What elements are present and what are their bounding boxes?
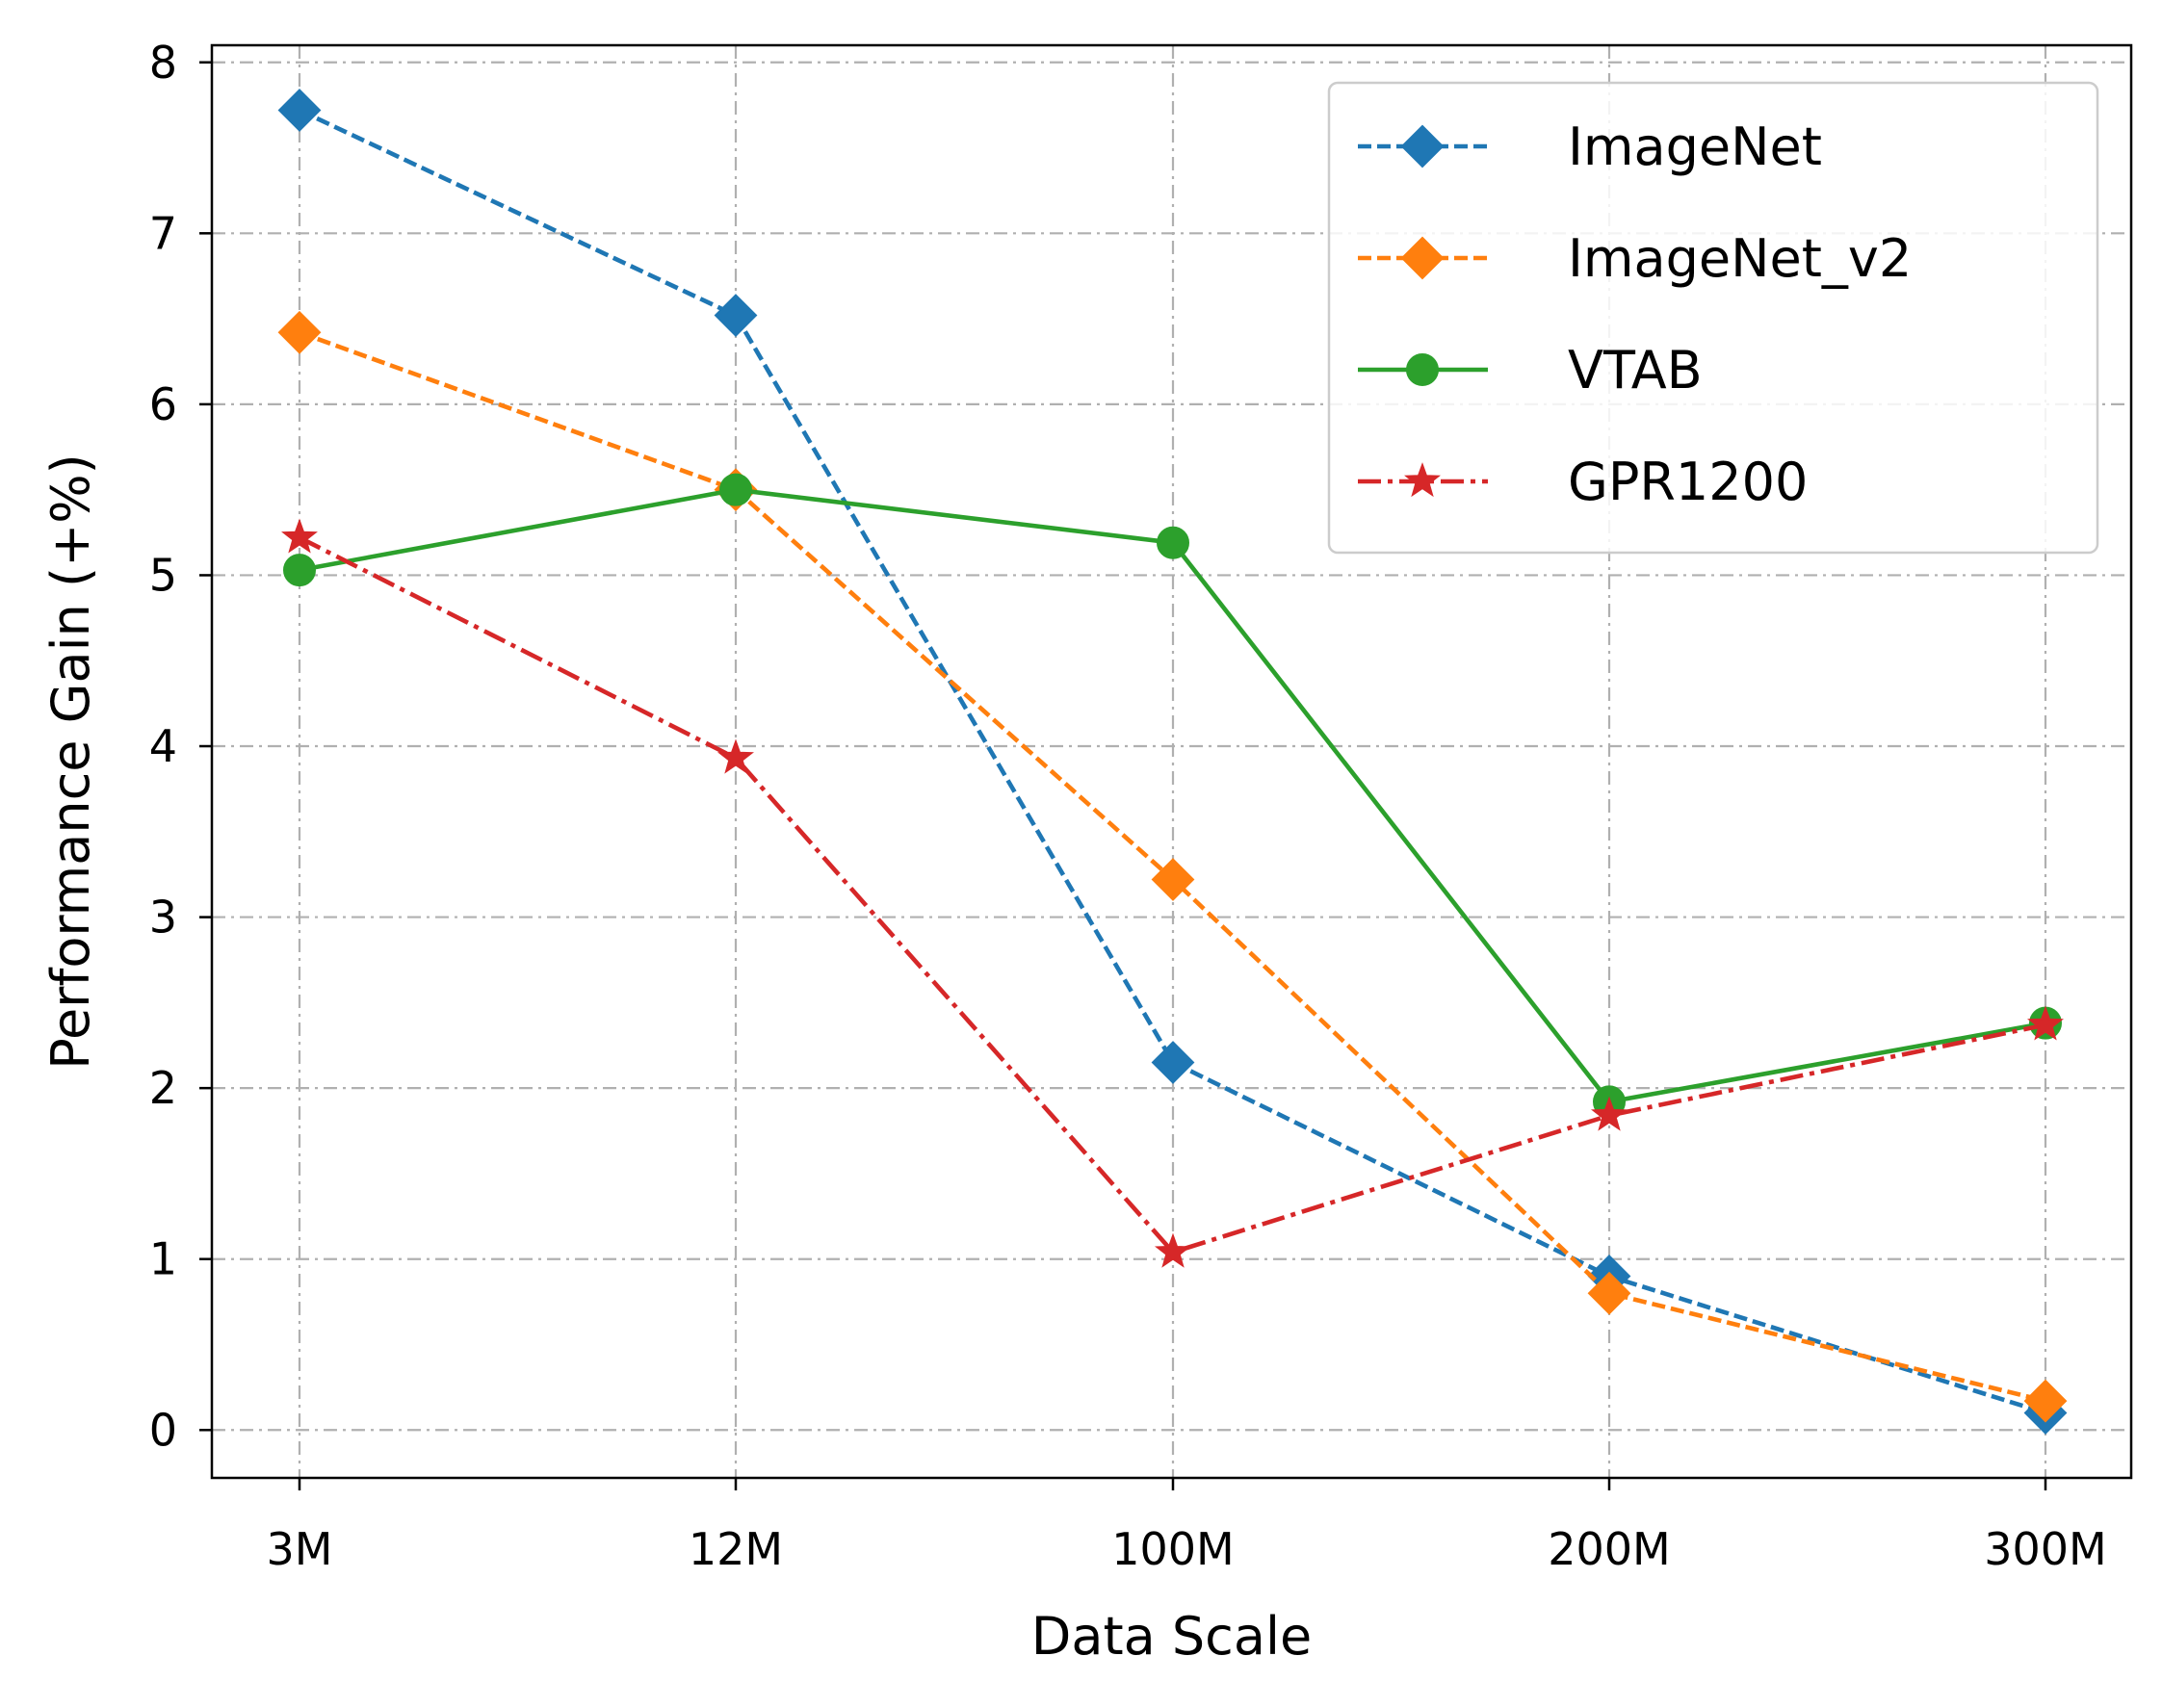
data-point-gpr1200 [1591, 1096, 1628, 1131]
legend-label-imagenet-v2: ImageNet_v2 [1568, 228, 1912, 289]
x-tick-label: 12M [689, 1523, 783, 1575]
axes: 3M 12M 100M 200M 300M 0 1 2 3 4 5 6 7 8 [149, 37, 2107, 1575]
y-tick-label: 2 [149, 1062, 177, 1114]
x-tick-label: 100M [1111, 1523, 1235, 1575]
x-tick-label: 300M [1984, 1523, 2107, 1575]
series-layer [277, 89, 2068, 1435]
y-tick-label: 8 [149, 37, 177, 89]
data-point-gpr1200 [1155, 1232, 1191, 1268]
y-tick-label: 0 [149, 1404, 177, 1456]
legend-marker-vtab [1406, 353, 1439, 386]
data-point-imagenet [1151, 1041, 1195, 1084]
data-point-imagenet-v2 [277, 310, 322, 354]
series-imagenet-v2 [277, 310, 2068, 1423]
legend: ImageNet ImageNet_v2 VTAB GPR1200 [1327, 81, 2099, 555]
plot-frame [210, 43, 2133, 1480]
y-tick-label: 4 [149, 720, 177, 772]
x-tick-label: 3M [267, 1523, 333, 1575]
y-tick-label: 5 [149, 549, 177, 601]
data-point-imagenet [714, 294, 758, 337]
data-point-imagenet-v2 [2023, 1379, 2068, 1423]
data-point-imagenet-v2 [1151, 858, 1195, 901]
series-gpr1200 [281, 518, 2064, 1268]
data-point-vtab [1157, 526, 1189, 559]
data-point-gpr1200 [281, 518, 318, 554]
legend-label-gpr1200: GPR1200 [1568, 452, 1808, 512]
legend-label-imagenet: ImageNet [1568, 116, 1822, 177]
y-tick-label: 6 [149, 378, 177, 430]
legend-box [1327, 81, 2099, 555]
y-tick-label: 3 [149, 892, 177, 944]
y-tick-label: 1 [149, 1233, 177, 1285]
legend-marker-imagenet-v2 [1400, 236, 1445, 280]
data-point-imagenet-v2 [1587, 1271, 1631, 1315]
x-tick-label: 200M [1548, 1523, 1671, 1575]
series-line-imagenet [299, 108, 2046, 1415]
legend-marker-gpr1200 [1404, 462, 1441, 498]
data-point-gpr1200 [2027, 1005, 2064, 1041]
series-vtab [283, 473, 2062, 1119]
data-point-gpr1200 [717, 738, 754, 774]
legend-label-vtab: VTAB [1568, 340, 1703, 401]
data-point-vtab [719, 473, 752, 506]
legend-marker-imagenet [1400, 124, 1445, 168]
data-point-vtab [283, 554, 316, 587]
y-tick-label: 7 [149, 207, 177, 259]
x-axis-label: Data Scale [1031, 1606, 1312, 1667]
y-axis-label: Performance Gain (+%) [40, 453, 101, 1069]
data-point-imagenet [277, 89, 322, 132]
